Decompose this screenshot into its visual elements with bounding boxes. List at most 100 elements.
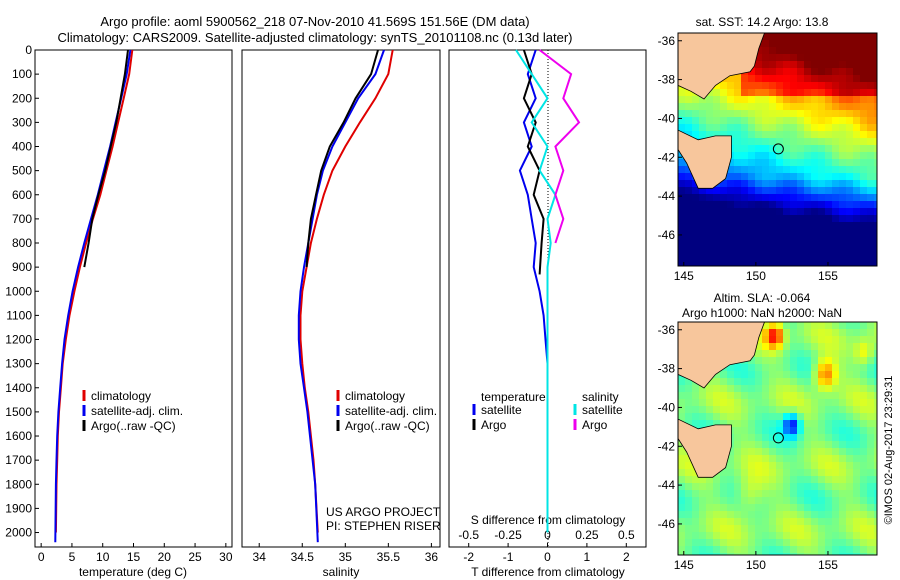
map-cell bbox=[720, 546, 728, 554]
map-cell bbox=[832, 532, 840, 540]
map-cell bbox=[839, 47, 847, 55]
map-cell bbox=[755, 145, 763, 153]
map-cell bbox=[811, 441, 819, 449]
map-cell bbox=[727, 229, 735, 237]
map-cell bbox=[846, 208, 854, 216]
map-cell bbox=[734, 159, 742, 167]
map-cell bbox=[811, 173, 819, 181]
map-cell bbox=[762, 371, 770, 379]
salinity-xlabel: salinity bbox=[323, 565, 360, 579]
map-cell bbox=[797, 152, 805, 160]
map-cell bbox=[678, 539, 686, 547]
map-cell bbox=[797, 525, 805, 533]
map-cell bbox=[874, 208, 877, 216]
map-cell bbox=[699, 532, 707, 540]
map-cell bbox=[685, 117, 693, 125]
map-cell bbox=[867, 47, 875, 55]
map-cell bbox=[846, 75, 854, 83]
s-tick-label: 0 bbox=[544, 528, 551, 542]
map-cell bbox=[839, 236, 847, 244]
map-cell bbox=[818, 434, 826, 442]
map-cell bbox=[741, 166, 749, 174]
map-cell bbox=[860, 54, 868, 62]
map-cell bbox=[825, 124, 833, 132]
map-cell bbox=[790, 357, 798, 365]
map-cell bbox=[874, 201, 877, 209]
map-cell bbox=[860, 159, 868, 167]
map-cell bbox=[846, 138, 854, 146]
temperature-axes bbox=[34, 49, 233, 548]
map-cell bbox=[818, 539, 826, 547]
map-cell bbox=[811, 455, 819, 463]
map-cell bbox=[818, 504, 826, 512]
map-cell bbox=[685, 208, 693, 216]
map-cell bbox=[734, 378, 742, 386]
map-cell bbox=[776, 385, 784, 393]
map-cell bbox=[846, 406, 854, 414]
map-cell bbox=[762, 264, 770, 266]
map-cell bbox=[734, 124, 742, 132]
map-cell bbox=[804, 350, 812, 358]
map-cell bbox=[867, 434, 875, 442]
map-cell bbox=[790, 131, 798, 139]
map-cell bbox=[825, 350, 833, 358]
map-cell bbox=[811, 434, 819, 442]
map-cell bbox=[741, 553, 749, 555]
map-cell bbox=[741, 264, 749, 266]
map-cell bbox=[832, 33, 840, 41]
map-cell bbox=[797, 413, 805, 421]
map-cell bbox=[713, 82, 721, 90]
map-cell bbox=[748, 110, 756, 118]
map-cell bbox=[825, 250, 833, 258]
map-cell bbox=[867, 33, 875, 41]
map-cell bbox=[874, 441, 877, 449]
map-cell bbox=[825, 518, 833, 526]
map-cell bbox=[874, 236, 877, 244]
map-cell bbox=[685, 264, 693, 266]
map-cell bbox=[839, 553, 847, 555]
map-cell bbox=[727, 103, 735, 111]
map-cell bbox=[692, 413, 700, 421]
map-cell bbox=[867, 96, 875, 104]
map-cell bbox=[846, 322, 854, 330]
map-cell bbox=[825, 40, 833, 48]
map-cell bbox=[867, 110, 875, 118]
map-cell bbox=[846, 357, 854, 365]
map-cell bbox=[832, 236, 840, 244]
map-cell bbox=[860, 61, 868, 69]
map-cell bbox=[832, 89, 840, 97]
map-cell bbox=[769, 82, 777, 90]
map-cell bbox=[783, 103, 791, 111]
map-cell bbox=[832, 497, 840, 505]
map-cell bbox=[846, 455, 854, 463]
map-cell bbox=[769, 448, 777, 456]
map-cell bbox=[741, 532, 749, 540]
map-cell bbox=[776, 152, 784, 160]
map-cell bbox=[804, 194, 812, 202]
map-cell bbox=[776, 180, 784, 188]
map-cell bbox=[853, 476, 861, 484]
map-cell bbox=[692, 110, 700, 118]
map-cell bbox=[783, 385, 791, 393]
map-cell bbox=[741, 378, 749, 386]
map-cell bbox=[818, 336, 826, 344]
map-cell bbox=[874, 75, 877, 83]
map-cell bbox=[853, 420, 861, 428]
map-cell bbox=[825, 159, 833, 167]
map-cell bbox=[832, 138, 840, 146]
map-cell bbox=[839, 378, 847, 386]
map-cell bbox=[818, 525, 826, 533]
map-cell bbox=[720, 497, 728, 505]
map-cell bbox=[804, 441, 812, 449]
map-cell bbox=[769, 553, 777, 555]
map-cell bbox=[783, 441, 791, 449]
map-cell bbox=[678, 103, 686, 111]
map-cell bbox=[832, 336, 840, 344]
map-cell bbox=[685, 166, 693, 174]
map-cell bbox=[846, 257, 854, 265]
map-cell bbox=[776, 201, 784, 209]
x-tick-label: 0 bbox=[544, 550, 551, 564]
map-cell bbox=[769, 511, 777, 519]
map-cell bbox=[783, 448, 791, 456]
